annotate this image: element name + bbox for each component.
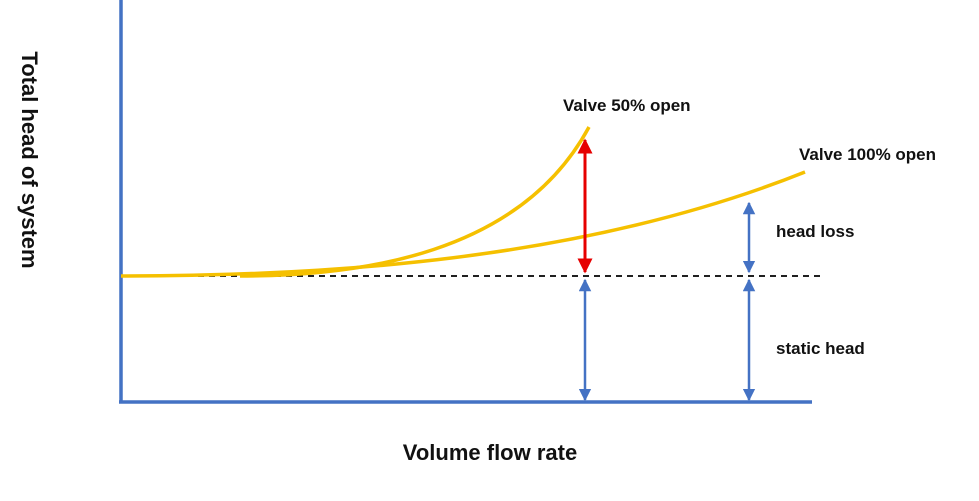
static-head-label: static head (776, 339, 865, 358)
curve-valve-50 (239, 126, 591, 278)
x-axis-label: Volume flow rate (403, 440, 577, 465)
curve-valve-100 (120, 170, 806, 278)
valve-50-label: Valve 50% open (563, 96, 691, 115)
valve-100-label: Valve 100% open (799, 145, 936, 164)
head-loss-label: head loss (776, 222, 854, 241)
y-axis-label: Total head of system (17, 51, 42, 268)
